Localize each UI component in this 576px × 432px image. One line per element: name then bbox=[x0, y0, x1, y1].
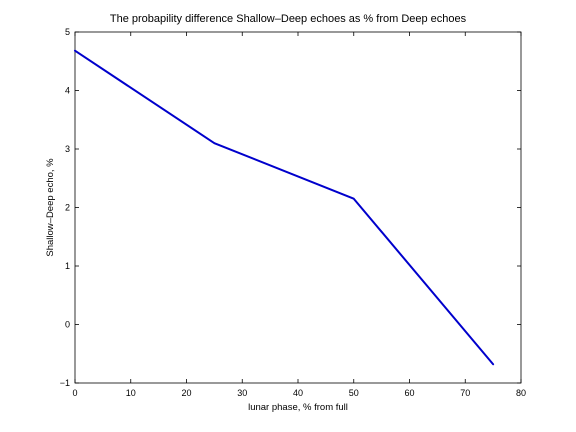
x-tick-label: 30 bbox=[237, 388, 247, 398]
x-tick-label: 50 bbox=[349, 388, 359, 398]
y-tick-label: 3 bbox=[65, 144, 70, 154]
x-tick-label: 40 bbox=[293, 388, 303, 398]
x-tick-label: 10 bbox=[126, 388, 136, 398]
x-tick-label: 60 bbox=[404, 388, 414, 398]
x-tick-label: 70 bbox=[460, 388, 470, 398]
plot-area bbox=[74, 31, 522, 384]
y-tick-label: −1 bbox=[60, 378, 70, 388]
y-tick-label: 5 bbox=[65, 27, 70, 37]
y-tick-label: 4 bbox=[65, 86, 70, 96]
y-axis-label: Shallow–Deep echo, % bbox=[45, 158, 56, 257]
x-axis-label: lunar phase, % from full bbox=[248, 402, 348, 413]
series-layer bbox=[74, 49, 495, 366]
chart-title: The probapility difference Shallow–Deep … bbox=[110, 13, 467, 25]
y-tick-label: 2 bbox=[65, 203, 70, 213]
y-axis: −1 0 1 2 3 4 5 bbox=[60, 27, 521, 388]
x-tick-label: 0 bbox=[72, 388, 77, 398]
series-line bbox=[74, 49, 495, 366]
x-axis: 0 10 20 30 40 50 60 70 80 bbox=[72, 32, 526, 398]
y-tick-label: 0 bbox=[65, 320, 70, 330]
x-tick-label: 80 bbox=[516, 388, 526, 398]
x-tick-label: 20 bbox=[181, 388, 191, 398]
y-tick-label: 1 bbox=[65, 261, 70, 271]
